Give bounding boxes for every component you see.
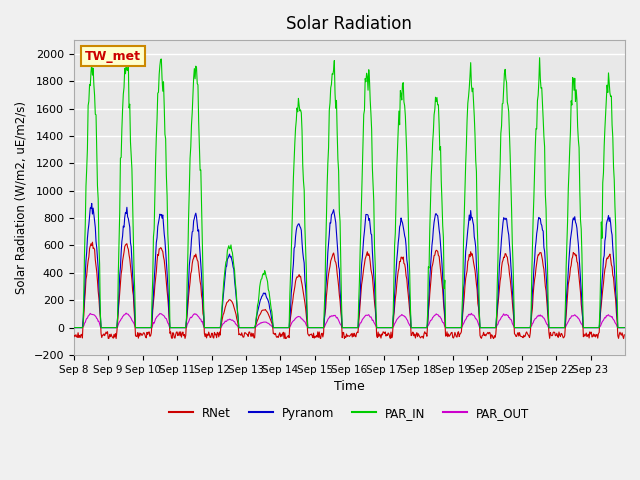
Pyranom [135,325,143,331]
Pyranom [437,252,445,257]
PAR_OUT [620,325,628,331]
RNet [406,316,414,322]
RNet [620,332,628,338]
Legend: RNet, Pyranom, PAR_IN, PAR_OUT: RNet, Pyranom, PAR_IN, PAR_OUT [164,402,534,424]
Pyranom [70,325,77,331]
RNet [236,332,244,337]
PAR_IN [620,325,628,331]
PAR_IN [134,325,142,331]
RNet [437,273,445,279]
PAR_IN [536,55,543,60]
Y-axis label: Solar Radiation (W/m2, uE/m2/s): Solar Radiation (W/m2, uE/m2/s) [15,101,28,294]
Line: PAR_OUT: PAR_OUT [74,313,624,328]
Line: PAR_IN: PAR_IN [74,58,624,328]
RNet [135,330,143,336]
PAR_OUT [264,320,271,326]
PAR_OUT [437,316,445,322]
PAR_IN [284,325,291,331]
RNet [70,334,77,340]
PAR_IN [236,325,243,331]
PAR_OUT [285,325,292,331]
Pyranom [406,311,414,316]
PAR_OUT [70,325,77,331]
RNet [620,336,627,341]
RNet [88,240,96,245]
Pyranom [620,325,628,331]
Text: TW_met: TW_met [85,49,141,62]
RNet [264,310,271,315]
RNet [285,333,292,338]
Pyranom [236,325,244,331]
Pyranom [285,325,292,331]
PAR_IN [70,325,77,331]
Line: RNet: RNet [74,242,624,338]
PAR_IN [436,144,444,149]
PAR_OUT [236,325,244,331]
PAR_IN [263,276,271,282]
Pyranom [88,201,95,206]
Pyranom [264,296,271,302]
Title: Solar Radiation: Solar Radiation [287,15,412,33]
X-axis label: Time: Time [334,380,365,393]
Line: Pyranom: Pyranom [74,204,624,328]
PAR_OUT [406,323,414,329]
PAR_OUT [135,325,143,331]
PAR_IN [406,270,413,276]
PAR_OUT [122,310,130,316]
